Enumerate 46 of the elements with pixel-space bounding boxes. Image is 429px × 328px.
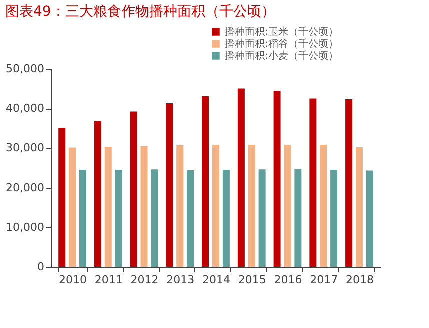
x-tick-label: 2012 [130,274,159,286]
bar [320,145,328,267]
bar [258,170,266,267]
x-tick-label: 2014 [202,274,230,286]
bar [69,148,76,267]
y-tick-label: 50,000 [6,62,44,76]
y-tick-label: 40,000 [6,102,44,116]
bar [222,170,230,267]
bar [166,103,174,267]
bar [238,88,245,267]
bar [284,145,292,267]
chart-title: 图表49：三大粮食作物播种面积（千公顷） [6,4,276,20]
bar [187,170,194,267]
bar [176,145,184,267]
bar [202,96,210,267]
bar [346,99,353,267]
y-tick-label: 30,000 [6,142,44,155]
y-tick-label: 0 [38,260,44,274]
bar [356,147,363,267]
bar [310,98,317,267]
bar [294,169,302,267]
bar [330,170,338,267]
y-tick-label: 20,000 [6,181,44,194]
bar [130,112,138,267]
bar [274,91,281,267]
legend-label: 播种面积:玉米（千公顷） [225,26,338,38]
bar [248,145,256,267]
x-tick-label: 2011 [94,274,123,286]
bar [104,147,112,267]
x-tick-label: 2017 [310,274,338,286]
x-tick-label: 2016 [274,274,302,286]
y-tick-label: 10,000 [6,220,44,234]
bar [79,170,86,267]
bar [140,146,148,267]
bar [58,128,66,267]
bar [94,121,102,267]
bar [115,170,122,267]
legend-label: 播种面积:稻谷（千公顷） [225,38,338,50]
x-tick-label: 2010 [59,274,88,286]
legend-label: 播种面积:小麦（千公顷） [225,50,338,62]
bar [366,170,374,267]
bar [151,170,158,267]
x-tick-label: 2018 [346,274,374,286]
bar [212,145,220,267]
x-tick-label: 2013 [166,274,195,286]
x-tick-label: 2015 [238,274,266,286]
